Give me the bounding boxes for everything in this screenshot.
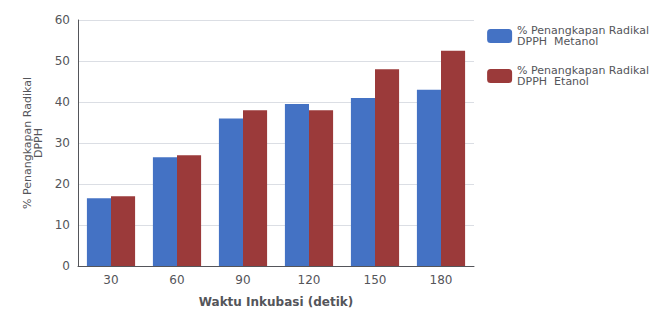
svg-text:30: 30 — [55, 136, 70, 150]
svg-text:% Penangkapan Radikal: % Penangkapan Radikal — [20, 77, 34, 209]
svg-text:120: 120 — [298, 273, 321, 287]
svg-text:90: 90 — [235, 273, 250, 287]
svg-text:50: 50 — [55, 54, 70, 68]
svg-text:DPPH Metanol: DPPH Metanol — [517, 35, 598, 48]
svg-text:20: 20 — [55, 177, 70, 191]
svg-text:% Penangkapan Radikal: % Penangkapan Radikal — [517, 64, 649, 77]
svg-text:% Penangkapan Radikal: % Penangkapan Radikal — [517, 24, 649, 37]
svg-text:60: 60 — [55, 13, 70, 27]
svg-text:DPPH Etanol: DPPH Etanol — [517, 75, 589, 88]
svg-text:30: 30 — [103, 273, 118, 287]
svg-text:180: 180 — [430, 273, 453, 287]
svg-text:DPPH: DPPH — [32, 128, 45, 158]
svg-text:150: 150 — [364, 273, 387, 287]
svg-text:0: 0 — [62, 259, 70, 273]
svg-text:40: 40 — [55, 95, 70, 109]
svg-text:60: 60 — [169, 273, 184, 287]
svg-text:10: 10 — [55, 218, 70, 232]
svg-text:Waktu Inkubasi (detik): Waktu Inkubasi (detik) — [199, 295, 354, 309]
